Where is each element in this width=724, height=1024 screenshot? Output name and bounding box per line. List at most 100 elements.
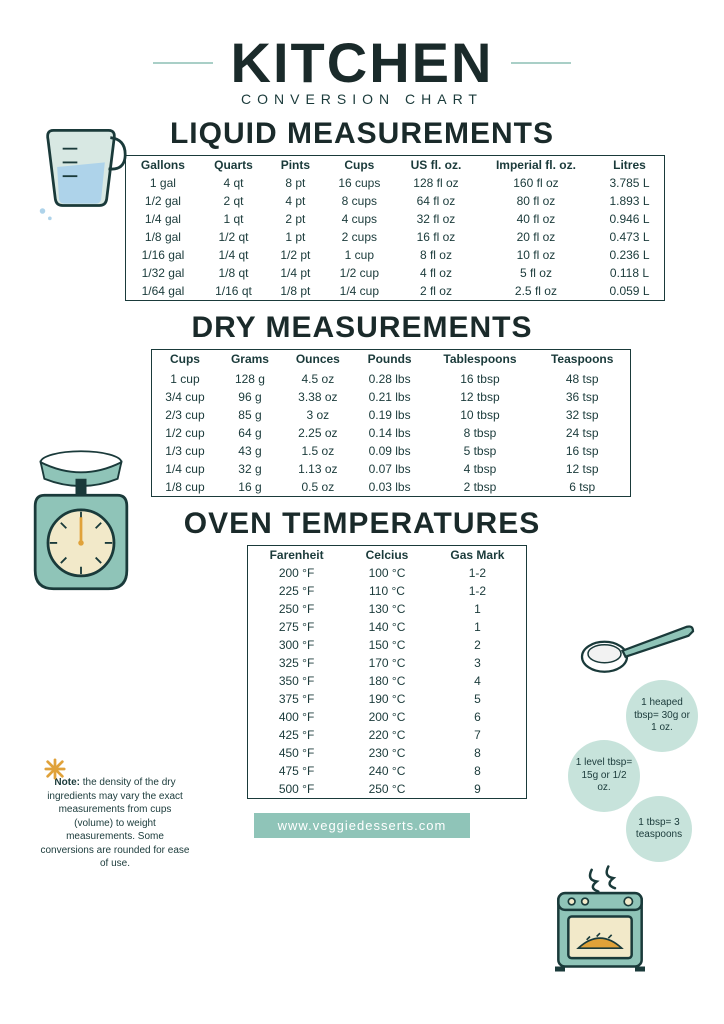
liquid-cell: 2.5 fl oz <box>477 282 595 301</box>
table-row: 1/32 gal1/8 qt1/4 pt1/2 cup4 fl oz5 fl o… <box>126 264 665 282</box>
dry-cell: 3.38 oz <box>282 388 354 406</box>
dry-cell: 4.5 oz <box>282 370 354 388</box>
table-row: 1/4 cup32 g1.13 oz0.07 lbs4 tbsp12 tsp <box>152 460 631 478</box>
liquid-cell: 1/4 pt <box>267 264 324 282</box>
oven-cell: 8 <box>429 762 527 780</box>
liquid-cell: 1/2 cup <box>324 264 395 282</box>
dry-col-1: Grams <box>218 350 282 371</box>
liquid-cell: 1/2 qt <box>200 228 267 246</box>
title-row: KITCHEN <box>47 30 677 95</box>
table-row: 250 °F130 °C1 <box>248 600 527 618</box>
oven-cell: 230 °C <box>345 744 429 762</box>
table-row: 3/4 cup96 g3.38 oz0.21 lbs12 tbsp36 tsp <box>152 388 631 406</box>
dry-cell: 0.07 lbs <box>354 460 426 478</box>
oven-cell: 350 °F <box>248 672 346 690</box>
oven-cell: 110 °C <box>345 582 429 600</box>
dry-cell: 2 tbsp <box>425 478 534 497</box>
oven-cell: 1-2 <box>429 582 527 600</box>
dry-cell: 3/4 cup <box>152 388 218 406</box>
liquid-col-2: Pints <box>267 156 324 175</box>
dry-col-4: Tablespoons <box>425 350 534 371</box>
oven-icon <box>550 864 650 974</box>
oven-cell: 325 °F <box>248 654 346 672</box>
table-row: 375 °F190 °C5 <box>248 690 527 708</box>
liquid-col-0: Gallons <box>126 156 200 175</box>
oven-cell: 300 °F <box>248 636 346 654</box>
liquid-cell: 4 cups <box>324 210 395 228</box>
liquid-cell: 2 fl oz <box>395 282 477 301</box>
footer-url: www.veggiedesserts.com <box>254 813 471 838</box>
liquid-cell: 1/32 gal <box>126 264 200 282</box>
liquid-cell: 1 pt <box>267 228 324 246</box>
liquid-heading: LIQUID MEASUREMENTS <box>47 117 677 151</box>
oven-cell: 180 °C <box>345 672 429 690</box>
liquid-cell: 1/2 pt <box>267 246 324 264</box>
oven-cell: 275 °F <box>248 618 346 636</box>
dry-cell: 24 tsp <box>534 424 630 442</box>
oven-cell: 4 <box>429 672 527 690</box>
table-row: 275 °F140 °C1 <box>248 618 527 636</box>
oven-cell: 375 °F <box>248 690 346 708</box>
liquid-col-5: Imperial fl. oz. <box>477 156 595 175</box>
liquid-cell: 2 qt <box>200 192 267 210</box>
oven-cell: 200 °F <box>248 564 346 582</box>
liquid-cell: 2 pt <box>267 210 324 228</box>
liquid-col-6: Litres <box>595 156 665 175</box>
dry-col-5: Teaspoons <box>534 350 630 371</box>
liquid-cell: 1/8 gal <box>126 228 200 246</box>
table-row: 200 °F100 °C1-2 <box>248 564 527 582</box>
oven-cell: 7 <box>429 726 527 744</box>
page: KITCHEN CONVERSION CHART LIQUID MEASUREM… <box>47 0 677 848</box>
oven-cell: 475 °F <box>248 762 346 780</box>
dry-cell: 0.21 lbs <box>354 388 426 406</box>
table-row: 225 °F110 °C1-2 <box>248 582 527 600</box>
table-row: 300 °F150 °C2 <box>248 636 527 654</box>
oven-cell: 170 °C <box>345 654 429 672</box>
liquid-cell: 0.059 L <box>595 282 665 301</box>
oven-cell: 6 <box>429 708 527 726</box>
table-row: 450 °F230 °C8 <box>248 744 527 762</box>
table-row: 1/8 cup16 g0.5 oz0.03 lbs2 tbsp6 tsp <box>152 478 631 497</box>
subtitle: CONVERSION CHART <box>47 91 677 107</box>
oven-cell: 220 °C <box>345 726 429 744</box>
oven-cell: 240 °C <box>345 762 429 780</box>
oven-cell: 250 °C <box>345 780 429 799</box>
dry-cell: 1/8 cup <box>152 478 218 497</box>
dry-cell: 43 g <box>218 442 282 460</box>
liquid-cell: 64 fl oz <box>395 192 477 210</box>
liquid-cell: 1/8 pt <box>267 282 324 301</box>
table-row: 1/2 cup64 g2.25 oz0.14 lbs8 tbsp24 tsp <box>152 424 631 442</box>
oven-cell: 2 <box>429 636 527 654</box>
liquid-cell: 0.118 L <box>595 264 665 282</box>
oven-cell: 1 <box>429 600 527 618</box>
dry-cell: 6 tsp <box>534 478 630 497</box>
spoon-icon <box>576 612 696 682</box>
liquid-cell: 128 fl oz <box>395 174 477 192</box>
table-row: 1/64 gal1/16 qt1/8 pt1/4 cup2 fl oz2.5 f… <box>126 282 665 301</box>
dry-cell: 96 g <box>218 388 282 406</box>
table-row: 1 cup128 g4.5 oz0.28 lbs16 tbsp48 tsp <box>152 370 631 388</box>
tip-bubble-level: 1 level tbsp= 15g or 1/2 oz. <box>568 740 640 812</box>
liquid-cell: 40 fl oz <box>477 210 595 228</box>
dry-cell: 5 tbsp <box>425 442 534 460</box>
dry-cell: 1.5 oz <box>282 442 354 460</box>
oven-cell: 250 °F <box>248 600 346 618</box>
dry-cell: 3 oz <box>282 406 354 424</box>
liquid-col-4: US fl. oz. <box>395 156 477 175</box>
oven-cell: 130 °C <box>345 600 429 618</box>
liquid-cell: 16 cups <box>324 174 395 192</box>
dry-cell: 64 g <box>218 424 282 442</box>
tip-bubble-heaped: 1 heaped tbsp= 30g or 1 oz. <box>626 680 698 752</box>
dry-cell: 85 g <box>218 406 282 424</box>
dry-col-2: Ounces <box>282 350 354 371</box>
liquid-cell: 0.946 L <box>595 210 665 228</box>
table-row: 425 °F220 °C7 <box>248 726 527 744</box>
dry-col-3: Pounds <box>354 350 426 371</box>
oven-cell: 400 °F <box>248 708 346 726</box>
liquid-cell: 32 fl oz <box>395 210 477 228</box>
oven-cell: 1 <box>429 618 527 636</box>
liquid-header-row: GallonsQuartsPintsCupsUS fl. oz.Imperial… <box>126 156 665 175</box>
liquid-cell: 1/16 gal <box>126 246 200 264</box>
dry-cell: 0.03 lbs <box>354 478 426 497</box>
liquid-cell: 5 fl oz <box>477 264 595 282</box>
